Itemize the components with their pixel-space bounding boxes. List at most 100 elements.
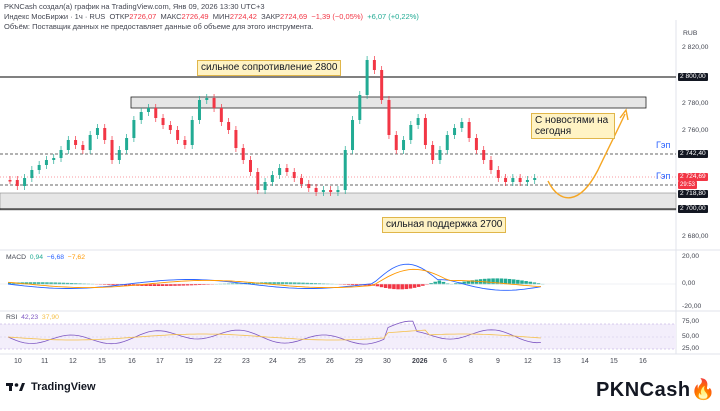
rsi-legend[interactable]: RSI 42,23 37,90 bbox=[6, 314, 59, 321]
macd-bar bbox=[115, 284, 119, 286]
candle bbox=[474, 138, 478, 150]
ohlc-line: Индекс МосБиржи · 1ч · RUS ОТКР2726,07 М… bbox=[4, 12, 419, 21]
candle bbox=[146, 108, 150, 112]
macd-bar bbox=[491, 278, 495, 285]
macd-bar bbox=[516, 279, 520, 285]
candle bbox=[95, 128, 99, 135]
candle bbox=[511, 178, 515, 182]
candle bbox=[431, 145, 435, 160]
candle bbox=[351, 120, 355, 150]
macd-legend[interactable]: MACD 0,94 −6,68 −7,62 bbox=[6, 254, 85, 261]
candle bbox=[81, 145, 85, 150]
macd-bar bbox=[383, 284, 388, 288]
rsi-line bbox=[7, 320, 541, 345]
candle bbox=[358, 95, 362, 120]
macd-bar bbox=[367, 284, 371, 286]
macd-bar bbox=[470, 280, 475, 285]
macd-bar bbox=[160, 284, 165, 286]
candle bbox=[66, 140, 70, 150]
candle bbox=[525, 180, 529, 182]
candle bbox=[445, 135, 449, 150]
macd-bar bbox=[169, 284, 173, 286]
macd-bar bbox=[103, 284, 107, 285]
macd-bar bbox=[503, 278, 508, 285]
candle bbox=[161, 118, 165, 125]
macd-bar bbox=[495, 278, 499, 285]
candle bbox=[110, 140, 114, 160]
macd-bar bbox=[301, 282, 305, 285]
support-label[interactable]: сильная поддержка 2700 bbox=[382, 217, 507, 233]
macd-bar bbox=[12, 282, 16, 285]
time-tick: 6 bbox=[443, 358, 447, 365]
candle bbox=[241, 148, 245, 160]
macd-bar bbox=[57, 282, 62, 285]
macd-bar bbox=[288, 282, 293, 285]
macd-bar bbox=[284, 282, 289, 285]
rsi-title: RSI bbox=[6, 314, 18, 321]
candle bbox=[496, 170, 500, 178]
macd-bar bbox=[433, 281, 437, 285]
macd-tick: -20,00 bbox=[682, 303, 702, 310]
time-tick: 11 bbox=[41, 358, 49, 365]
symbol-name[interactable]: Индекс МосБиржи · 1ч · RUS bbox=[4, 12, 106, 21]
time-tick: 8 bbox=[469, 358, 473, 365]
tradingview-logo[interactable]: TradingView bbox=[6, 381, 96, 393]
gap-label-2: Гэп bbox=[656, 171, 671, 181]
macd-bar bbox=[69, 283, 74, 285]
time-tick: 15 bbox=[98, 358, 106, 365]
forecast-arrowhead bbox=[619, 108, 629, 121]
rsi-ma-line bbox=[7, 329, 541, 341]
macd-bar bbox=[198, 284, 202, 285]
candle bbox=[482, 150, 486, 160]
time-tick: 26 bbox=[326, 358, 334, 365]
macd-bar bbox=[148, 284, 152, 286]
price-tick: 2 780,00 bbox=[682, 100, 709, 107]
candle bbox=[59, 150, 63, 158]
candle bbox=[248, 160, 252, 172]
macd-bar bbox=[528, 281, 533, 285]
candle bbox=[205, 98, 209, 100]
macd-bar bbox=[346, 284, 351, 285]
macd-bar bbox=[297, 282, 301, 285]
candle bbox=[270, 175, 274, 182]
candle bbox=[88, 135, 92, 150]
candle bbox=[278, 168, 282, 175]
macd-bar bbox=[152, 284, 157, 286]
price-tick: 2 820,00 bbox=[682, 44, 709, 51]
macd-bar bbox=[268, 282, 272, 285]
macd-bar bbox=[239, 282, 243, 285]
macd-bar bbox=[412, 284, 417, 288]
macd-bar bbox=[247, 282, 252, 285]
macd-bar bbox=[156, 284, 161, 286]
price-tag-timer: 29:53 bbox=[678, 181, 698, 189]
resistance-label[interactable]: сильное сопротивление 2800 bbox=[197, 60, 342, 76]
macd-bar bbox=[421, 284, 425, 286]
macd-bar bbox=[65, 282, 70, 285]
macd-title: MACD bbox=[6, 254, 27, 261]
macd-bar bbox=[305, 282, 309, 285]
candle bbox=[227, 122, 231, 130]
news-label[interactable]: С новостями на сегодня bbox=[531, 113, 615, 139]
time-tick: 19 bbox=[185, 358, 193, 365]
macd-line bbox=[7, 263, 541, 291]
macd-bar bbox=[429, 283, 433, 285]
candle bbox=[103, 128, 107, 140]
candle bbox=[8, 180, 12, 182]
candle bbox=[416, 118, 420, 125]
price-tick: 2 760,00 bbox=[682, 127, 709, 134]
macd-bar bbox=[520, 280, 524, 285]
macd-bar bbox=[437, 280, 442, 285]
chart-header: PKNCash создал(а) график на TradingView.… bbox=[4, 2, 419, 32]
macd-bar bbox=[532, 282, 537, 285]
candle bbox=[30, 170, 34, 178]
time-tick: 23 bbox=[242, 358, 250, 365]
macd-bar bbox=[41, 282, 45, 285]
candle bbox=[518, 178, 522, 182]
macd-bar bbox=[28, 282, 33, 285]
time-axis[interactable]: 10 11 12 15 16 17 19 22 23 24 25 26 29 30 2026 6 8 9 12 13 1… bbox=[0, 358, 676, 370]
share-line: PKNCash создал(а) график на TradingView.… bbox=[4, 2, 265, 11]
candle bbox=[219, 108, 223, 122]
candle bbox=[176, 130, 180, 140]
macd-bar bbox=[173, 284, 177, 286]
